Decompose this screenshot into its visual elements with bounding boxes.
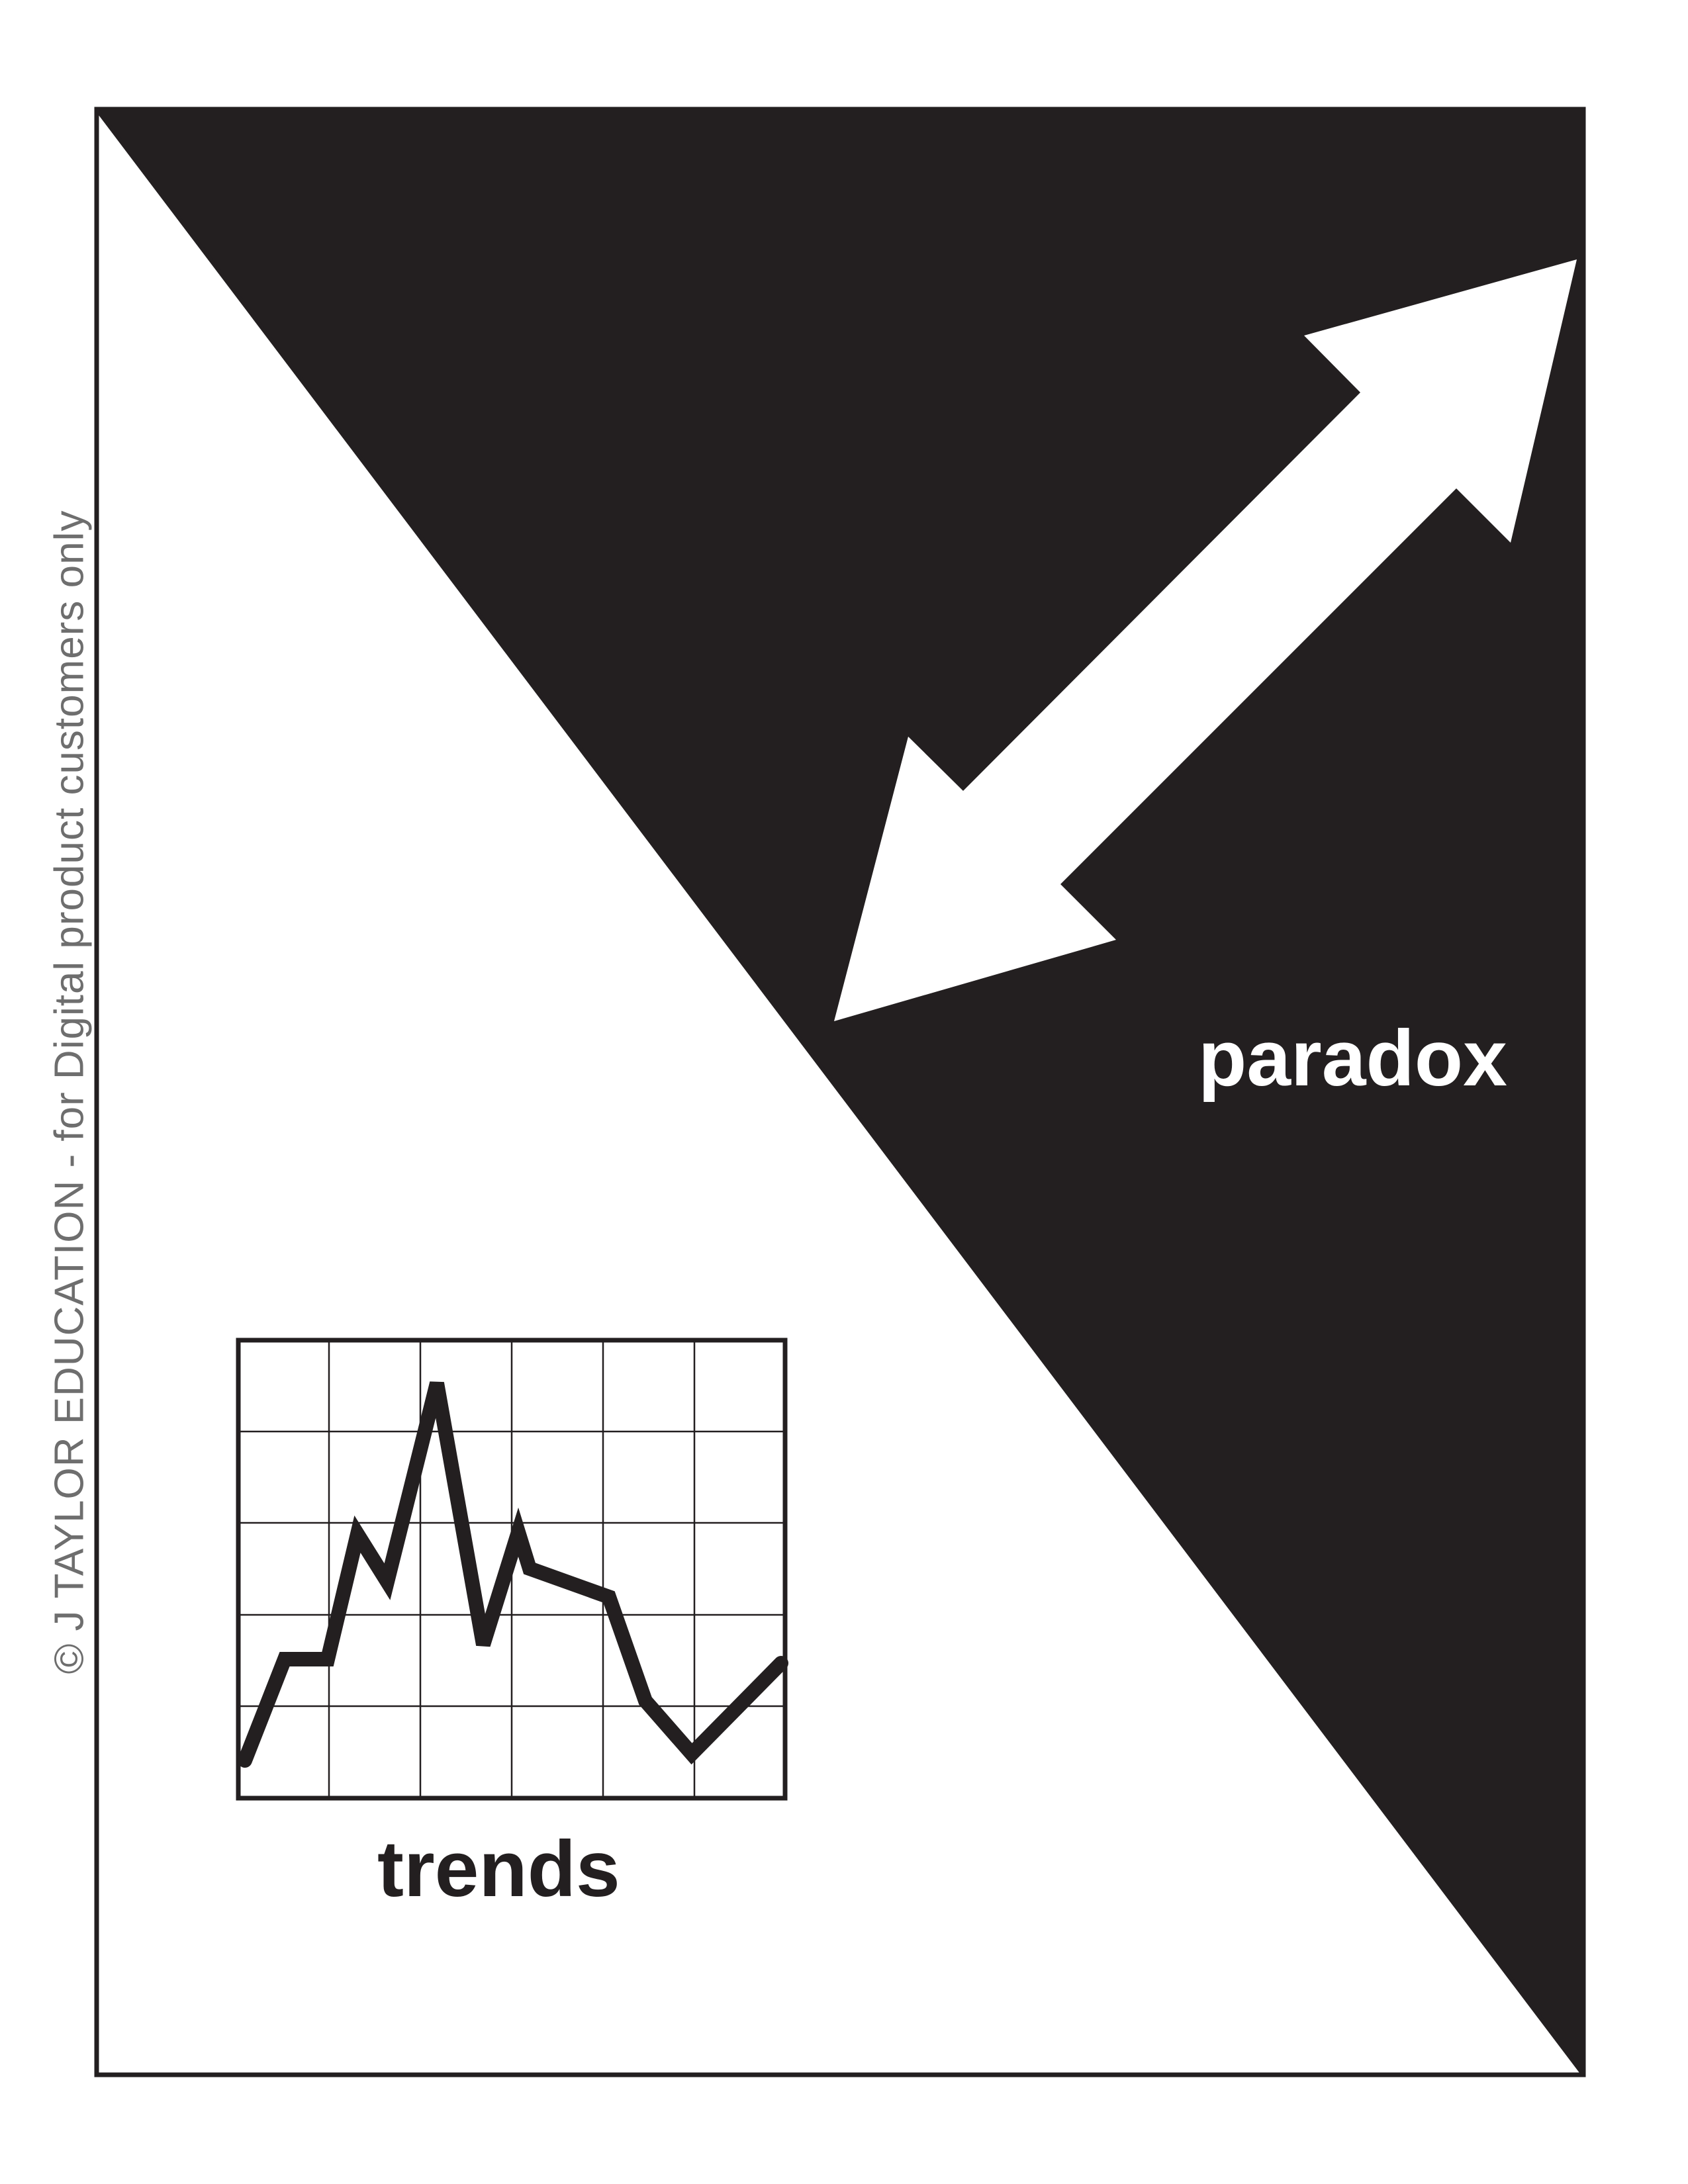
copyright-watermark: © J TAYLOR EDUCATION - for Digital produ… xyxy=(46,510,93,1674)
graph-grid xyxy=(238,1340,785,1798)
card-border xyxy=(94,107,1586,2077)
paradox-label: paradox xyxy=(1198,1014,1507,1103)
line-graph-icon xyxy=(236,1338,788,1801)
double-headed-arrow-icon xyxy=(834,259,1577,1021)
diagonal-line xyxy=(95,108,1585,2076)
trends-label: trends xyxy=(377,1825,620,1913)
trend-line xyxy=(238,1381,788,1768)
